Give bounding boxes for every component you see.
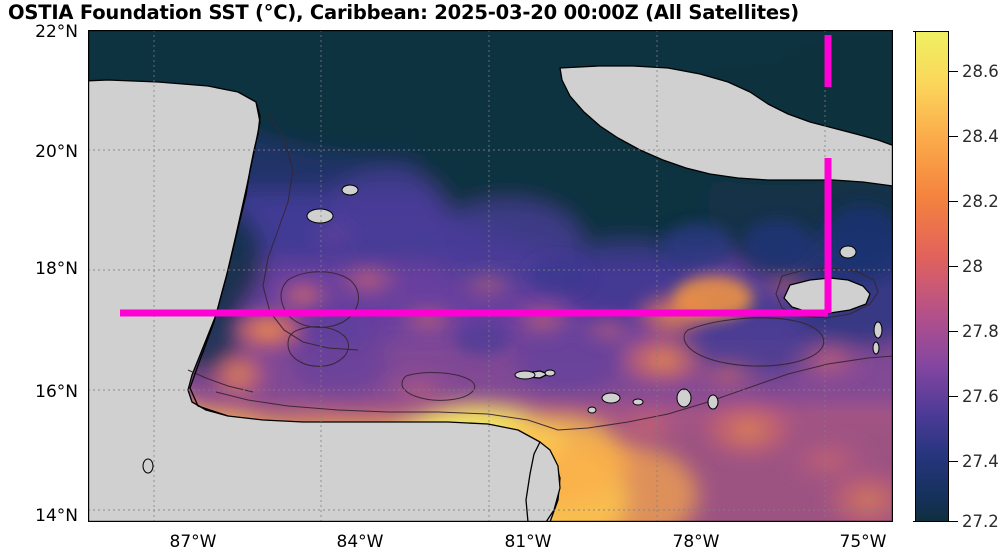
- x-tick-label-84w: 84°W: [336, 532, 384, 552]
- landmass-layer: [88, 65, 893, 522]
- small-islands: [142, 184, 883, 474]
- y-tick-label-14n: 14°N: [35, 506, 78, 526]
- colorbar-label-27-8: 27.8: [962, 322, 999, 341]
- colorbar-tick-28-4: [949, 136, 958, 138]
- colorbar-tick-28: [949, 266, 958, 268]
- colorbar-top-tick: [913, 31, 922, 33]
- colorbar-tick-27-8: [949, 331, 958, 333]
- y-tick-label-16n: 16°N: [35, 382, 78, 402]
- colorbar-label-28: 28: [962, 257, 983, 276]
- x-tick-label-87w: 87°W: [169, 532, 217, 552]
- colorbar-label-27-6: 27.6: [962, 387, 999, 406]
- colorbar-bottom-tick: [913, 521, 922, 523]
- figure-title: OSTIA Foundation SST (°C), Caribbean: 20…: [8, 1, 800, 24]
- y-tick-label-18n: 18°N: [35, 259, 78, 279]
- colorbar-label-28-4: 28.4: [962, 127, 999, 146]
- colorbar-label-27-4: 27.4: [962, 452, 999, 471]
- colorbar-label-28-6: 28.6: [962, 62, 999, 81]
- colorbar-label-27-2: 27.2: [962, 512, 999, 531]
- land-cuba: [559, 65, 893, 187]
- transect-overlay[interactable]: [120, 35, 832, 317]
- colorbar-tick-27-6: [949, 396, 958, 398]
- colorbar-gradient: [916, 32, 948, 521]
- land-nicaragua-coast: [525, 441, 561, 522]
- grid-lines: [88, 30, 893, 522]
- colorbar-tick-28-6: [949, 71, 958, 73]
- sst-raster: [88, 30, 893, 522]
- coastline-layer: [189, 101, 261, 417]
- colorbar-label-28-2: 28.2: [962, 192, 999, 211]
- map-panel[interactable]: [88, 30, 893, 522]
- colorbar-tick-27-4: [949, 461, 958, 463]
- contour-layer: [187, 113, 893, 431]
- x-tick-label-75w: 75°W: [839, 532, 887, 552]
- y-tick-label-20n: 20°N: [35, 142, 78, 162]
- x-tick-label-78w: 78°W: [672, 532, 720, 552]
- colorbar-tick-27-2: [949, 521, 958, 523]
- y-tick-label-22n: 22°N: [35, 22, 78, 42]
- map-frame: [88, 30, 893, 522]
- colorbar-tick-28-2: [949, 201, 958, 203]
- colorbar[interactable]: [915, 31, 949, 522]
- x-tick-label-81w: 81°W: [504, 532, 552, 552]
